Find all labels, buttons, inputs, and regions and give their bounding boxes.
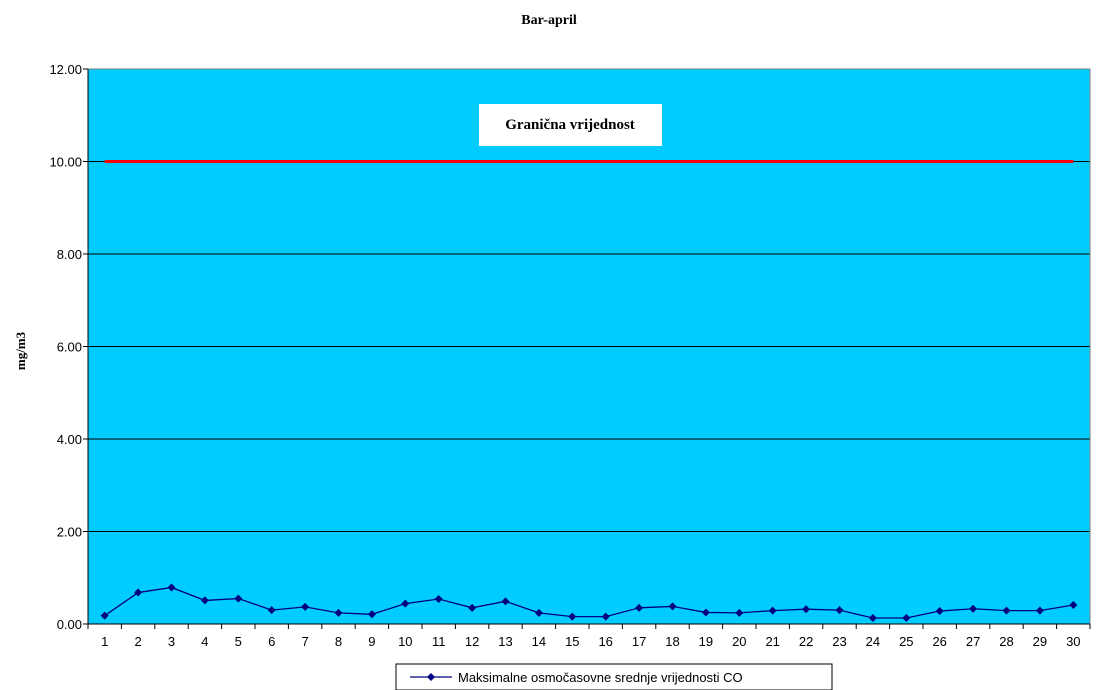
data-point [601, 612, 610, 621]
x-tick-label: 27 [966, 634, 980, 649]
x-tick-label: 6 [268, 634, 275, 649]
x-tick-label: 20 [732, 634, 746, 649]
x-tick-label: 26 [932, 634, 946, 649]
x-tick-label: 25 [899, 634, 913, 649]
y-tick-label: 6.00 [57, 340, 82, 355]
x-tick-label: 11 [432, 634, 446, 649]
y-axis-label: mg/m3 [13, 331, 28, 370]
x-tick-label: 29 [1033, 634, 1047, 649]
data-point [468, 603, 477, 612]
series-line-0 [104, 586, 1074, 619]
data-point [1035, 606, 1044, 615]
x-tick-label: 22 [799, 634, 813, 649]
data-point [134, 588, 143, 597]
x-tick-label: 9 [368, 634, 375, 649]
x-tick-label: 21 [765, 634, 779, 649]
x-tick-label: 3 [168, 634, 175, 649]
x-tick-label: 16 [598, 634, 612, 649]
x-tick-label: 12 [465, 634, 479, 649]
data-point [1002, 606, 1011, 615]
data-point [267, 606, 276, 615]
data-point [501, 597, 510, 606]
legend: Maksimalne osmočasovne srednje vrijednos… [395, 663, 833, 690]
y-tick-label: 4.00 [57, 432, 82, 447]
y-tick-label: 0.00 [57, 617, 82, 632]
x-tick-label: 2 [134, 634, 141, 649]
data-point [635, 603, 644, 612]
x-tick-label: 30 [1066, 634, 1080, 649]
data-point [367, 610, 376, 619]
data-point [935, 607, 944, 616]
data-point [868, 613, 877, 622]
legend-marker [427, 673, 435, 681]
x-tick-label: 10 [398, 634, 412, 649]
data-point [301, 602, 310, 611]
data-point [334, 608, 343, 617]
legend-label: Maksimalne osmočasovne srednje vrijednos… [458, 670, 743, 685]
data-point [1069, 601, 1078, 610]
data-point [768, 606, 777, 615]
chart-title: Bar-april [521, 13, 577, 28]
y-tick-label: 8.00 [57, 247, 82, 262]
data-point [234, 594, 243, 603]
x-tick-label: 17 [632, 634, 646, 649]
x-tick-label: 24 [866, 634, 880, 649]
data-point [100, 611, 109, 620]
x-tick-label: 23 [832, 634, 846, 649]
x-tick-label: 5 [235, 634, 242, 649]
x-tick-label: 28 [999, 634, 1013, 649]
limit-label-box: Granična vrijednost [479, 104, 662, 146]
data-point [701, 608, 710, 617]
x-tick-label: 7 [301, 634, 308, 649]
data-point [802, 605, 811, 614]
data-point [534, 608, 543, 617]
x-tick-label: 19 [699, 634, 713, 649]
data-point [969, 604, 978, 613]
data-point [735, 608, 744, 617]
data-point [668, 602, 677, 611]
data-point [568, 612, 577, 621]
data-point [902, 613, 911, 622]
data-point [401, 599, 410, 608]
x-tick-label: 1 [101, 634, 108, 649]
x-tick-label: 4 [201, 634, 208, 649]
data-point [200, 596, 209, 605]
data-point [835, 606, 844, 615]
data-point [434, 595, 443, 604]
x-tick-label: 15 [565, 634, 579, 649]
data-point [167, 583, 176, 592]
x-tick-label: 13 [498, 634, 512, 649]
x-tick-label: 14 [532, 634, 546, 649]
x-tick-label: 8 [335, 634, 342, 649]
x-tick-label: 18 [665, 634, 679, 649]
y-tick-label: 10.00 [49, 155, 82, 170]
limit-label: Granična vrijednost [505, 117, 635, 133]
legend-box [395, 663, 833, 690]
y-tick-label: 12.00 [49, 62, 82, 77]
y-tick-label: 2.00 [57, 525, 82, 540]
